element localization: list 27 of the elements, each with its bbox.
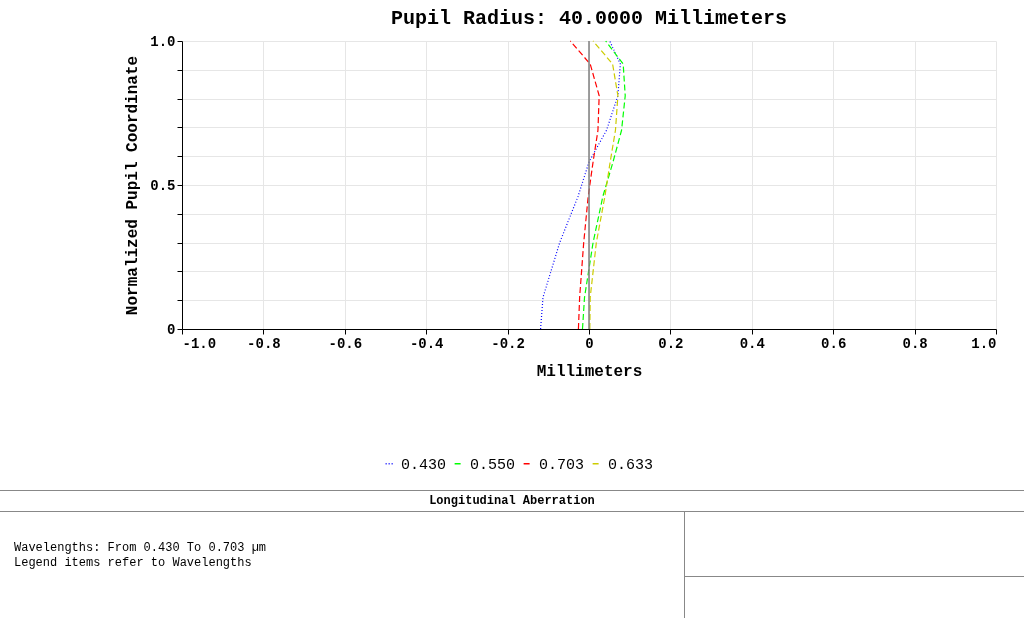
text: Legend items refer to Wavelengths: [14, 556, 253, 571]
chart-title: Pupil Radius: 40.0000 Millimeters: [390, 7, 788, 30]
line-series: [569, 40, 600, 330]
y-tick-label: 1.0: [150, 33, 176, 50]
y-tick-label: 0: [167, 321, 176, 338]
y-axis-title: Normalized Pupil Coordinate: [124, 55, 143, 316]
legend-label: 0.550: [470, 456, 516, 474]
x-tick-label: 0.4: [739, 335, 765, 352]
x-tick-label: 0: [585, 335, 594, 352]
legend-label: 0.633: [608, 456, 654, 474]
line-series: [539, 40, 621, 330]
x-tick-label: -0.2: [491, 335, 525, 352]
x-axis-title: Millimeters: [536, 362, 643, 381]
legend-label: 0.703: [539, 456, 585, 474]
x-tick-label: -1.0: [182, 335, 217, 352]
x-tick-label: 0.6: [821, 335, 847, 352]
x-tick-label: 1.0: [971, 335, 997, 352]
legend-label: 0.430: [401, 456, 447, 474]
x-tick-label: 0.2: [658, 335, 684, 352]
y-tick-label: 0.5: [150, 177, 176, 194]
x-tick-label: -0.4: [409, 335, 444, 352]
x-tick-label: -0.6: [328, 335, 363, 352]
line-series: [581, 40, 626, 330]
text: Longitudinal Aberration: [0, 491, 1024, 512]
x-tick-label: -0.8: [247, 335, 281, 352]
x-tick-label: 0.8: [902, 335, 928, 352]
text: Wavelengths: From 0.430 To 0.703 µm: [14, 541, 267, 556]
